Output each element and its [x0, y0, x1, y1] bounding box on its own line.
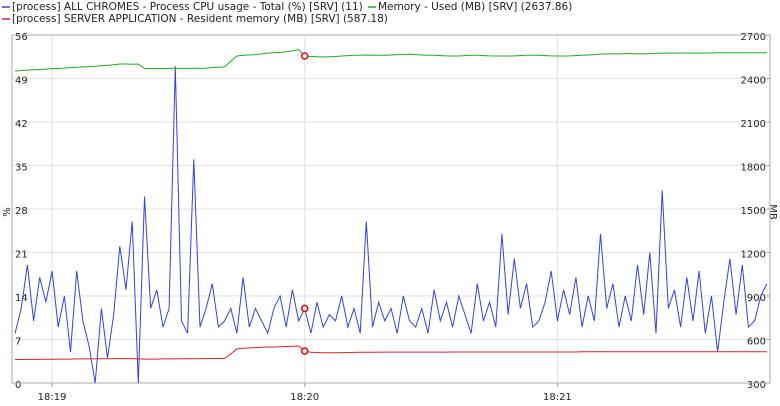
cursor-marker: [300, 304, 309, 313]
y2-axis-label: MB: [767, 204, 778, 220]
legend-label: [process] ALL CHROMES - Process CPU usag…: [12, 1, 363, 13]
y-tick-label: 49: [15, 76, 28, 87]
y2-tick-label: 2100: [741, 119, 766, 130]
y-tick-label: 14: [15, 293, 28, 304]
legend-label: Memory - Used (MB) [SRV] (2637.86): [378, 1, 572, 13]
y2-tick-label: 2400: [741, 76, 766, 87]
x-tick-label: 18:20: [290, 392, 319, 403]
plot-border: [11, 34, 771, 384]
y2-tick-label: 1800: [741, 163, 766, 174]
series-line: [15, 48, 767, 72]
y-tick-label: 21: [15, 250, 28, 261]
y2-tick-label: 1200: [741, 250, 766, 261]
series-line: [15, 345, 767, 360]
y2-tick-label: 2700: [741, 32, 766, 43]
x-tick-label: 18:21: [543, 392, 572, 403]
y2-tick-label: 1500: [741, 206, 766, 217]
y-tick-label: 7: [15, 337, 21, 348]
legend-label: [process] SERVER APPLICATION - Resident …: [12, 13, 388, 25]
y2-tick-label: 600: [747, 337, 766, 348]
legend: [process] ALL CHROMES - Process CPU usag…: [12, 1, 572, 25]
y-tick-label: 0: [15, 380, 21, 391]
cursor-marker: [300, 52, 309, 60]
y-tick-label: 56: [15, 32, 28, 43]
series-line: [14, 66, 768, 384]
x-tick-label: 18:19: [38, 392, 67, 403]
y2-tick-label: 900: [747, 293, 766, 304]
y-tick-label: 28: [15, 206, 28, 217]
y-axis-label: %: [2, 207, 13, 217]
y-tick-label: 42: [15, 119, 28, 130]
cursor-marker: [300, 347, 309, 355]
y-tick-label: 35: [15, 163, 28, 174]
y2-tick-label: 300: [747, 380, 766, 391]
